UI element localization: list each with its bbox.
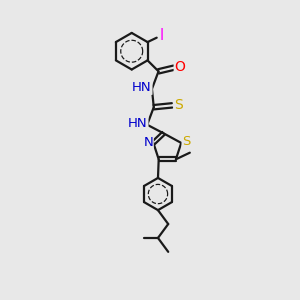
Text: HN: HN	[132, 81, 152, 94]
Text: S: S	[182, 135, 190, 148]
Text: S: S	[174, 98, 183, 112]
Text: I: I	[160, 28, 164, 43]
Text: O: O	[174, 60, 185, 74]
Text: HN: HN	[128, 117, 148, 130]
Text: N: N	[143, 136, 153, 149]
